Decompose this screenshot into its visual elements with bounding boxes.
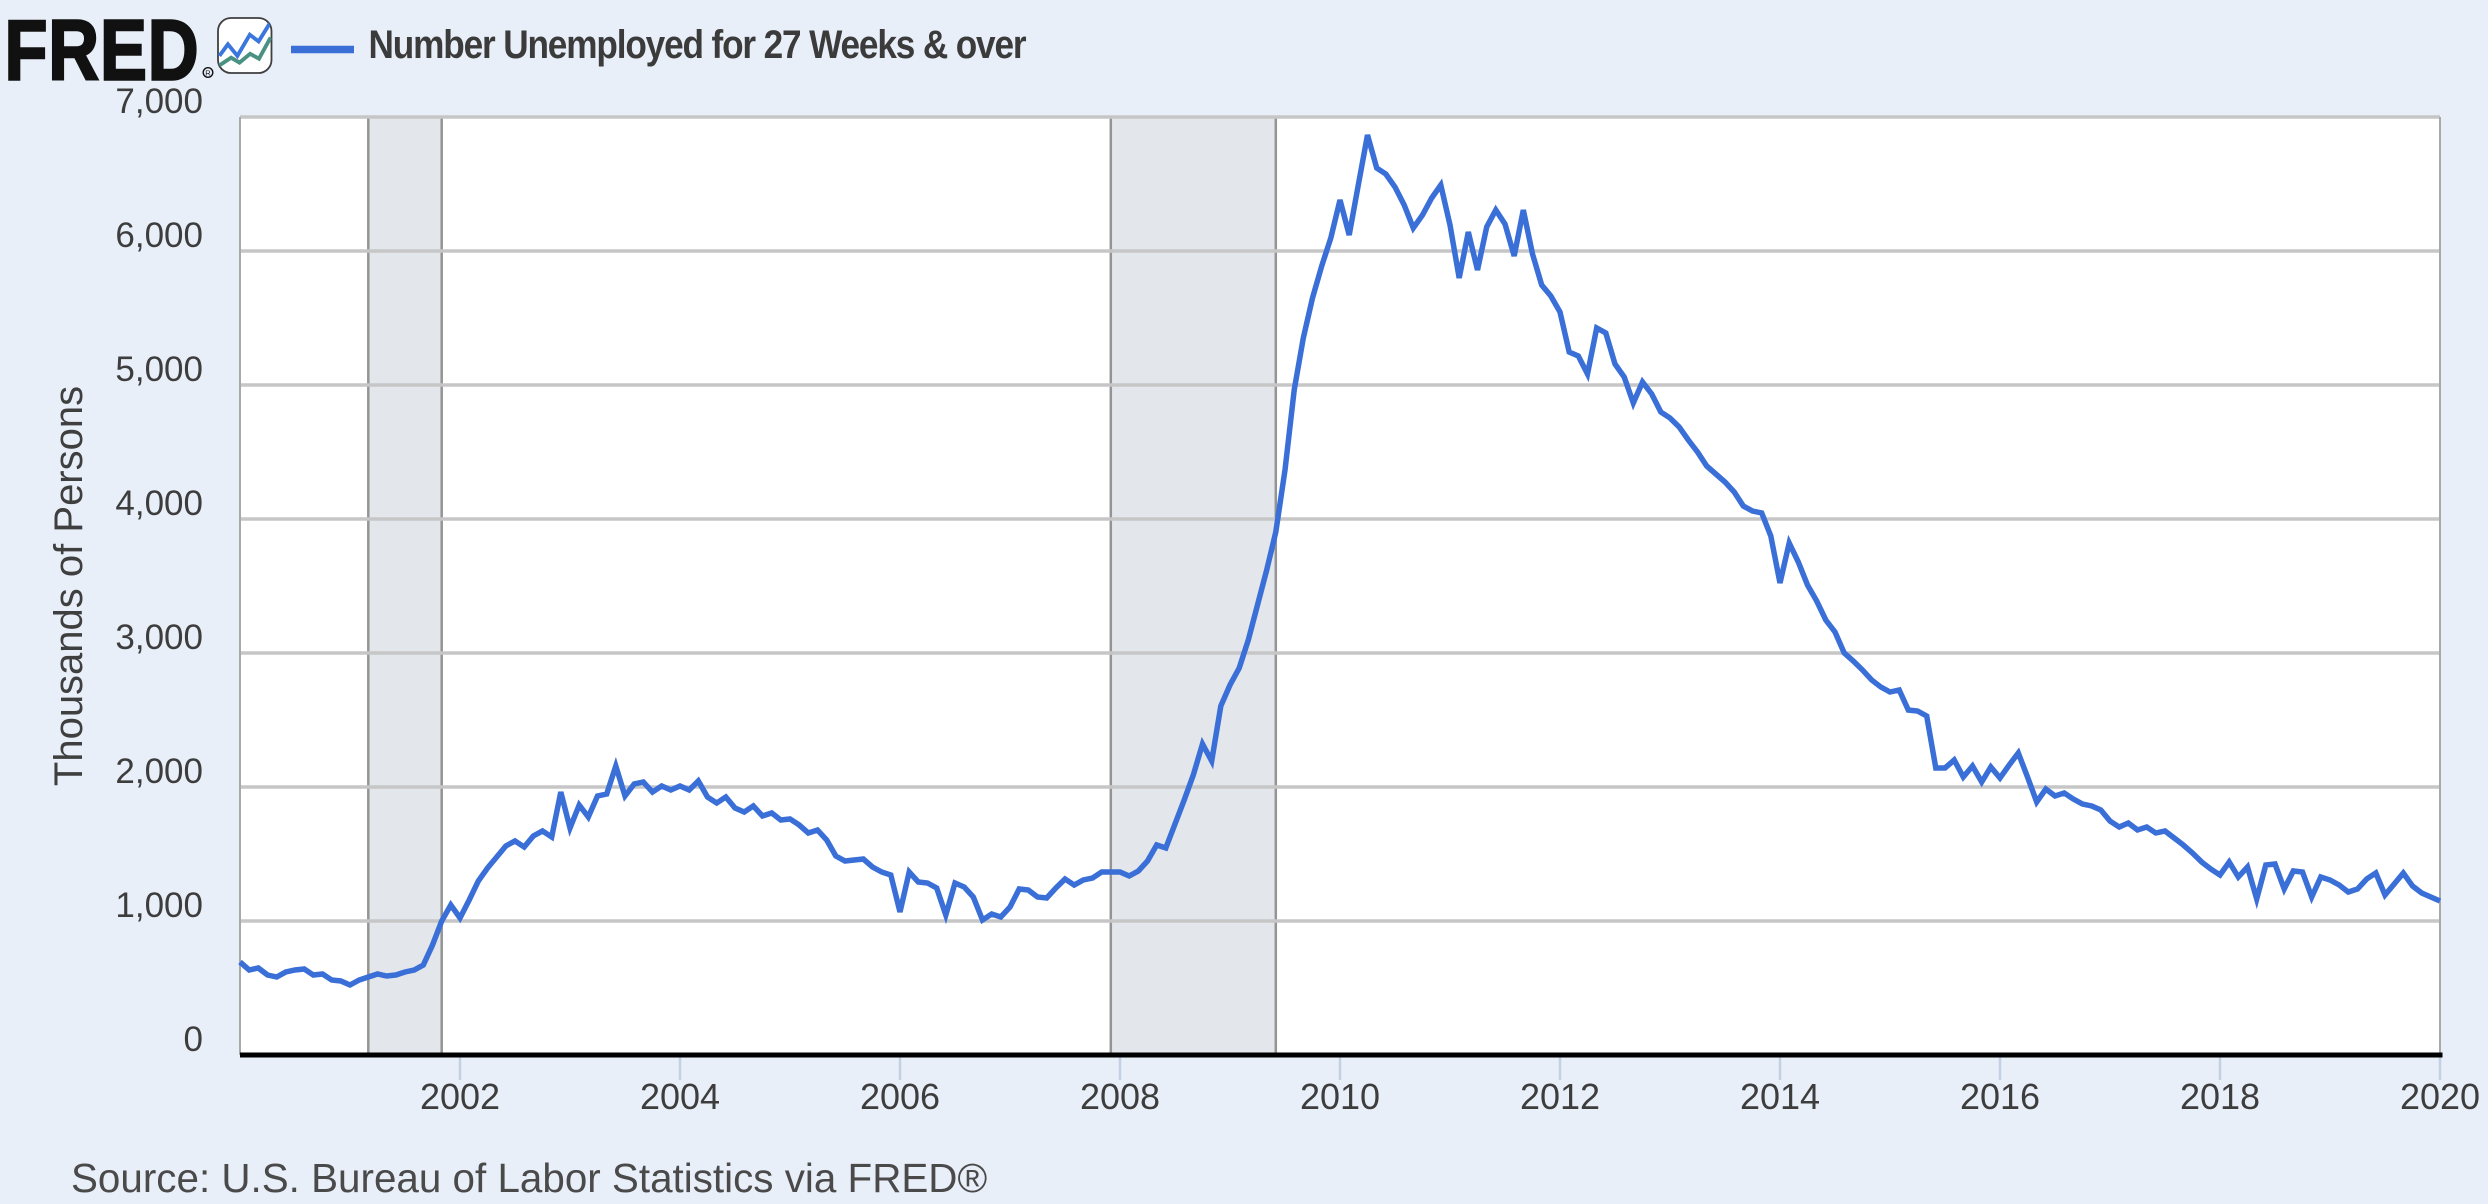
- svg-text:1,000: 1,000: [115, 886, 203, 925]
- svg-text:5,000: 5,000: [115, 350, 203, 389]
- svg-text:2014: 2014: [1740, 1076, 1820, 1117]
- svg-text:2018: 2018: [2180, 1076, 2260, 1117]
- svg-text:Source: U.S. Bureau of Labor S: Source: U.S. Bureau of Labor Statistics …: [71, 1155, 987, 1201]
- svg-text:2006: 2006: [860, 1076, 940, 1117]
- svg-text:Number Unemployed for 27 Weeks: Number Unemployed for 27 Weeks & over: [369, 22, 1027, 67]
- svg-text:2020: 2020: [2400, 1076, 2480, 1117]
- svg-text:2010: 2010: [1300, 1076, 1380, 1117]
- svg-text:2012: 2012: [1520, 1076, 1600, 1117]
- svg-text:2016: 2016: [1960, 1076, 2040, 1117]
- svg-text:FRED: FRED: [5, 2, 200, 98]
- svg-text:4,000: 4,000: [115, 484, 203, 523]
- svg-text:7,000: 7,000: [115, 82, 203, 121]
- svg-text:Thousands of Persons: Thousands of Persons: [47, 386, 91, 786]
- svg-text:0: 0: [184, 1020, 203, 1059]
- svg-text:6,000: 6,000: [115, 216, 203, 255]
- svg-text:2004: 2004: [640, 1076, 720, 1117]
- svg-text:3,000: 3,000: [115, 618, 203, 657]
- svg-text:2008: 2008: [1080, 1076, 1160, 1117]
- svg-text:2002: 2002: [420, 1076, 500, 1117]
- svg-text:2,000: 2,000: [115, 752, 203, 791]
- svg-text:R: R: [205, 68, 211, 77]
